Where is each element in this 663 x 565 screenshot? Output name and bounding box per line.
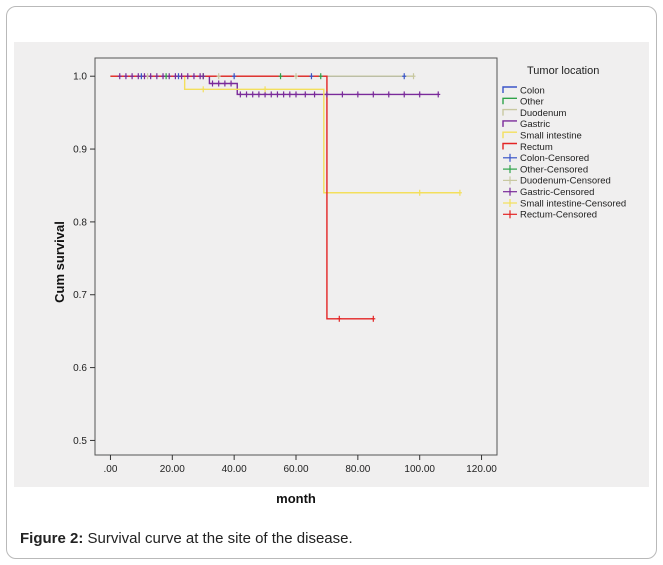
legend-symbol <box>502 108 517 116</box>
x-tick-label: .00 <box>104 464 118 475</box>
caption-label: Figure 2: <box>20 530 84 547</box>
x-tick-label: 40.00 <box>222 464 247 475</box>
caption-text: Survival curve at the site of the diseas… <box>83 530 353 547</box>
legend-entry: Small intestine-Censored <box>520 198 626 209</box>
axes: 0.5 0.6 0.7 0.8 0.9 1.0 .00 20.00 40.00 60.00 80.0… <box>73 57 498 475</box>
legend-entry: Colon-Censored <box>520 153 589 164</box>
y-tick-label: 1.0 <box>73 72 87 83</box>
x-axis-title: month <box>276 491 316 506</box>
legend-entry: Other <box>520 97 544 108</box>
x-tick-label: 80.00 <box>345 464 370 475</box>
y-tick-label: 0.6 <box>73 363 87 374</box>
legend-entry: Duodenum <box>520 108 567 119</box>
legend-entry: Gastric-Censored <box>520 187 594 198</box>
x-tick-label: 60.00 <box>283 464 308 475</box>
x-tick-label: 120.00 <box>466 464 497 475</box>
legend-symbol <box>502 86 517 93</box>
y-tick-label: 0.9 <box>73 145 87 156</box>
legend-symbol <box>502 120 517 127</box>
legend: Tumor location ColonOtherDuodenumGastric… <box>502 65 626 221</box>
x-tick-label: 100.00 <box>404 464 435 475</box>
y-axis-title: Cum survival <box>52 221 67 303</box>
legend-entry: Colon <box>520 85 545 96</box>
legend-symbol <box>502 131 517 139</box>
figure-caption: Figure 2: Survival curve at the site of … <box>20 530 353 547</box>
x-tick-label: 20.00 <box>160 464 185 475</box>
legend-entry: Rectum <box>520 142 553 153</box>
legend-symbol <box>502 97 517 105</box>
censor-marks <box>117 73 462 322</box>
legend-symbol <box>502 142 517 150</box>
legend-entry: Gastric <box>520 119 550 130</box>
y-tick-label: 0.7 <box>73 290 87 301</box>
legend-title: Tumor location <box>527 65 599 77</box>
legend-entry: Small intestine <box>520 131 582 142</box>
legend-entry: Duodenum-Censored <box>520 176 611 187</box>
legend-entry: Other-Censored <box>520 164 588 175</box>
legend-entry: Rectum-Censored <box>520 210 597 221</box>
plot-area <box>94 57 498 456</box>
y-tick-label: 0.5 <box>73 436 87 447</box>
y-tick-label: 0.8 <box>73 217 87 228</box>
